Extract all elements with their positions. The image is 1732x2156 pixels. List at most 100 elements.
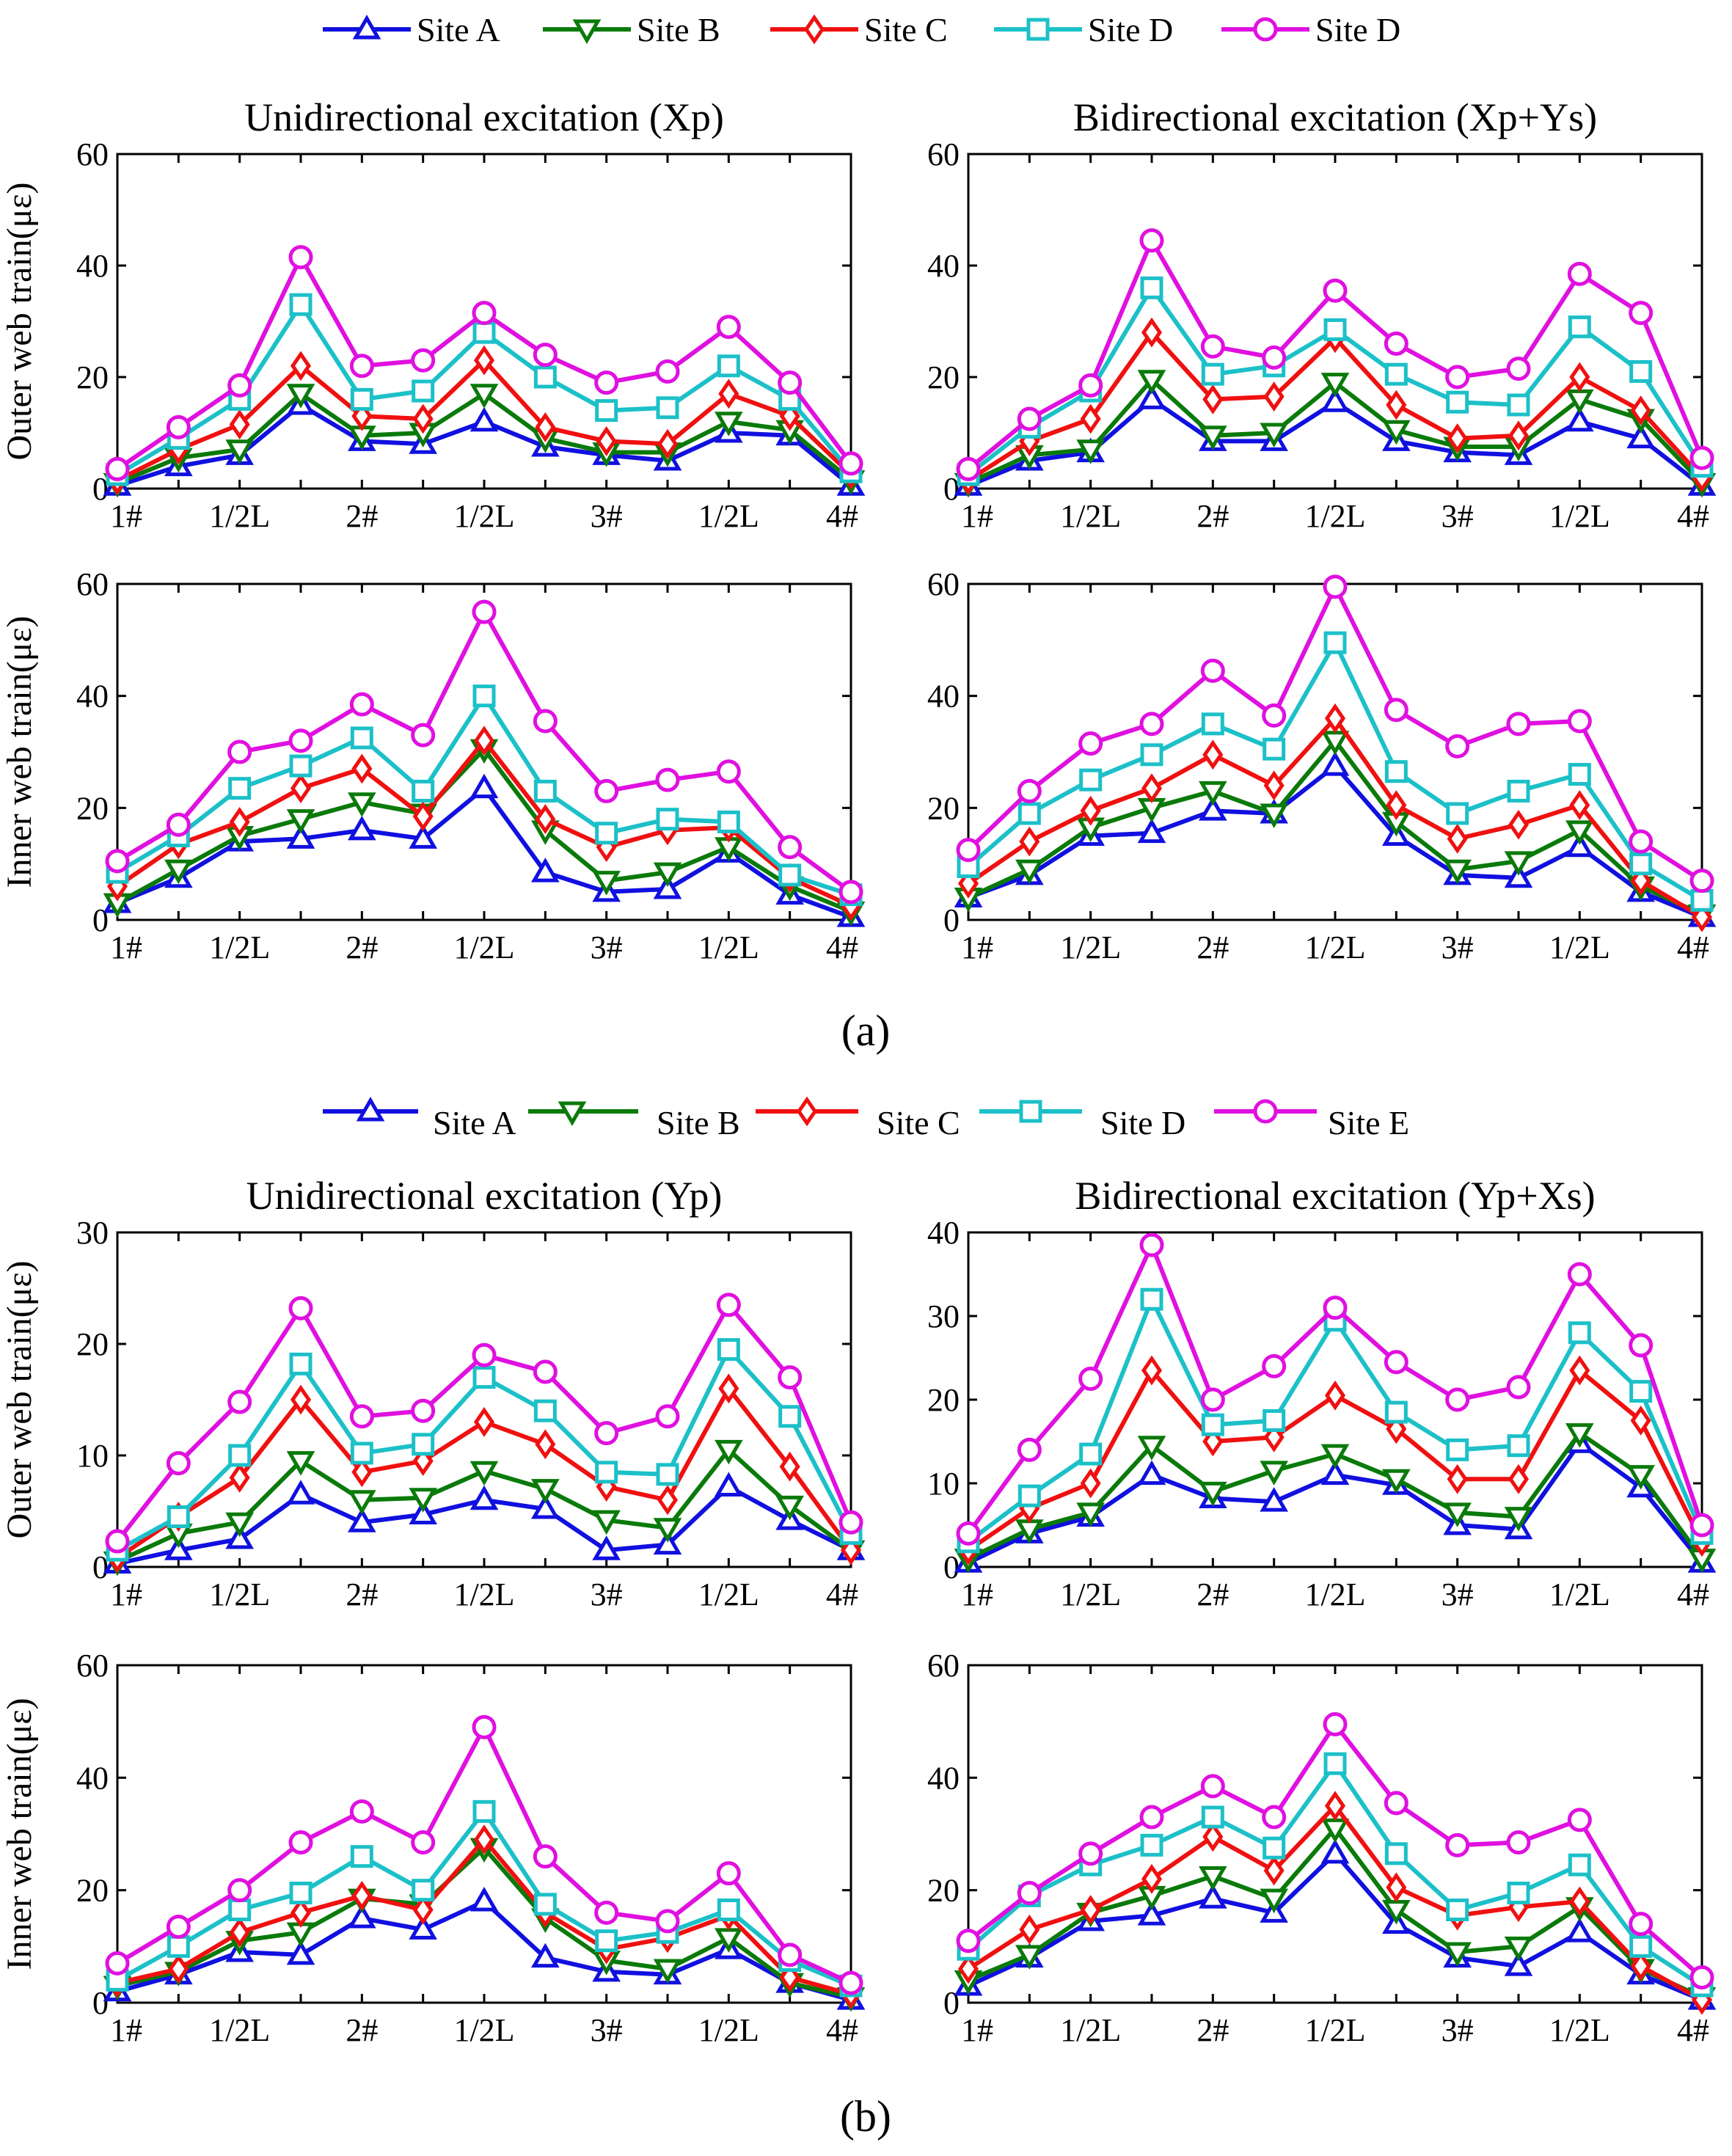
series-site-b: [103, 739, 866, 927]
data-point: [653, 874, 682, 899]
data-point: [1202, 384, 1224, 414]
data-point: [1323, 278, 1348, 303]
data-point: [1202, 739, 1224, 770]
data-point: [717, 810, 740, 833]
x-tick-label: 4#: [826, 1576, 858, 1612]
data-point: [472, 1366, 496, 1389]
data-point: [412, 801, 434, 832]
legend-label: Site A: [417, 11, 500, 48]
data-point: [533, 709, 558, 734]
data-point: [1199, 1866, 1227, 1891]
legend-item: Site D: [1221, 11, 1400, 48]
data-point: [290, 1384, 312, 1415]
legend-marker-site-d: [1026, 18, 1050, 41]
legend-label: Site A: [433, 1104, 516, 1141]
data-point: [472, 1714, 497, 1739]
x-tick-label: 2#: [346, 498, 378, 534]
data-point: [1445, 1832, 1470, 1857]
data-point: [472, 599, 497, 624]
series-site-e: [105, 245, 863, 481]
data-point: [1508, 420, 1530, 451]
data-point: [592, 1510, 621, 1535]
legend-label: Site B: [637, 11, 720, 48]
data-point: [348, 1508, 376, 1532]
data-point: [653, 1530, 682, 1555]
data-point: [1323, 1752, 1347, 1775]
y-tick-label: 60: [76, 1648, 109, 1684]
data-point: [229, 1917, 250, 1948]
data-point: [350, 1441, 373, 1465]
y-tick-label: 20: [927, 1382, 960, 1418]
data-point: [412, 1895, 434, 1925]
y-tick-label: 20: [927, 359, 960, 395]
data-point: [596, 425, 617, 456]
data-point: [1137, 370, 1166, 395]
series-site-e: [956, 228, 1714, 481]
data-point: [1076, 439, 1105, 464]
x-tick-label: 1#: [961, 2012, 993, 2048]
data-point: [1262, 1353, 1287, 1378]
data-point: [1382, 1469, 1411, 1494]
y-tick-label: 40: [927, 1760, 960, 1796]
data-point: [1015, 1945, 1044, 1970]
data-point: [167, 1934, 190, 1958]
chart-title: Unidirectional excitation (Xp): [244, 95, 724, 139]
data-point: [778, 1365, 803, 1390]
legend-label: Site D: [1100, 1104, 1185, 1141]
data-point: [225, 1524, 254, 1549]
x-tick-label: 1/2L: [209, 498, 270, 534]
x-tick-label: 1/2L: [1304, 929, 1365, 965]
data-point: [409, 1488, 437, 1513]
data-point: [1320, 387, 1350, 412]
subplot-a-inner-bidirectional: 0 20 40 60 1# 1/2L 2# 1/2L 3# 1/2L 4#: [927, 566, 1717, 965]
data-point: [1201, 712, 1224, 736]
x-tick-label: 3#: [591, 929, 623, 965]
x-tick-label: 1/2L: [1060, 2012, 1121, 2048]
chart-title: Bidirectional excitation (Yp+Xs): [1075, 1174, 1595, 1218]
data-point: [1141, 773, 1163, 804]
legend-item: Site A: [323, 1096, 516, 1141]
data-point: [1017, 1437, 1042, 1462]
x-tick-label: 4#: [826, 498, 858, 534]
x-tick-label: 2#: [346, 1576, 378, 1612]
data-point: [1446, 1899, 1469, 1921]
data-point: [1199, 781, 1227, 806]
x-tick-label: 4#: [826, 929, 858, 965]
data-point: [286, 384, 315, 409]
data-point: [775, 1495, 804, 1521]
legend-marker-site-c: [803, 14, 825, 45]
series-site-e: [956, 1232, 1714, 1546]
data-point: [348, 815, 376, 841]
subplot-a-inner-unidirectional: 0 20 40 60 1# 1/2L 2# 1/2L 3# 1/2L 4# Inner web tra…: [0, 566, 866, 965]
data-point: [594, 1900, 619, 1925]
data-point: [1324, 1791, 1346, 1821]
x-tick-label: 2#: [1196, 929, 1229, 965]
data-point: [595, 822, 618, 845]
x-tick-label: 1/2L: [1549, 2012, 1610, 2048]
data-point: [350, 1845, 373, 1868]
data-point: [229, 807, 250, 837]
data-point: [716, 1293, 741, 1318]
y-tick-label: 40: [76, 679, 109, 715]
data-point: [409, 824, 437, 849]
data-point: [1384, 331, 1408, 356]
data-point: [533, 1844, 558, 1869]
data-point: [469, 1886, 499, 1912]
data-point: [1689, 1513, 1714, 1538]
data-point: [1690, 888, 1714, 912]
data-point: [1017, 802, 1041, 825]
data-point: [1504, 1507, 1533, 1532]
y-tick-label: 40: [76, 1760, 109, 1796]
data-point: [348, 1903, 376, 1929]
y-tick-label: 20: [927, 790, 960, 826]
data-point: [1506, 712, 1531, 737]
data-point: [1323, 574, 1348, 599]
y-tick-label: 40: [927, 1215, 960, 1251]
data-point: [535, 804, 556, 835]
data-point: [225, 439, 254, 464]
data-point: [1630, 1951, 1651, 1981]
x-tick-label: 1/2L: [698, 1576, 759, 1612]
data-point: [351, 1880, 373, 1911]
x-tick-label: 3#: [591, 498, 623, 534]
legend-b: Site A Site B Site C Site D Site E: [323, 1096, 1409, 1141]
